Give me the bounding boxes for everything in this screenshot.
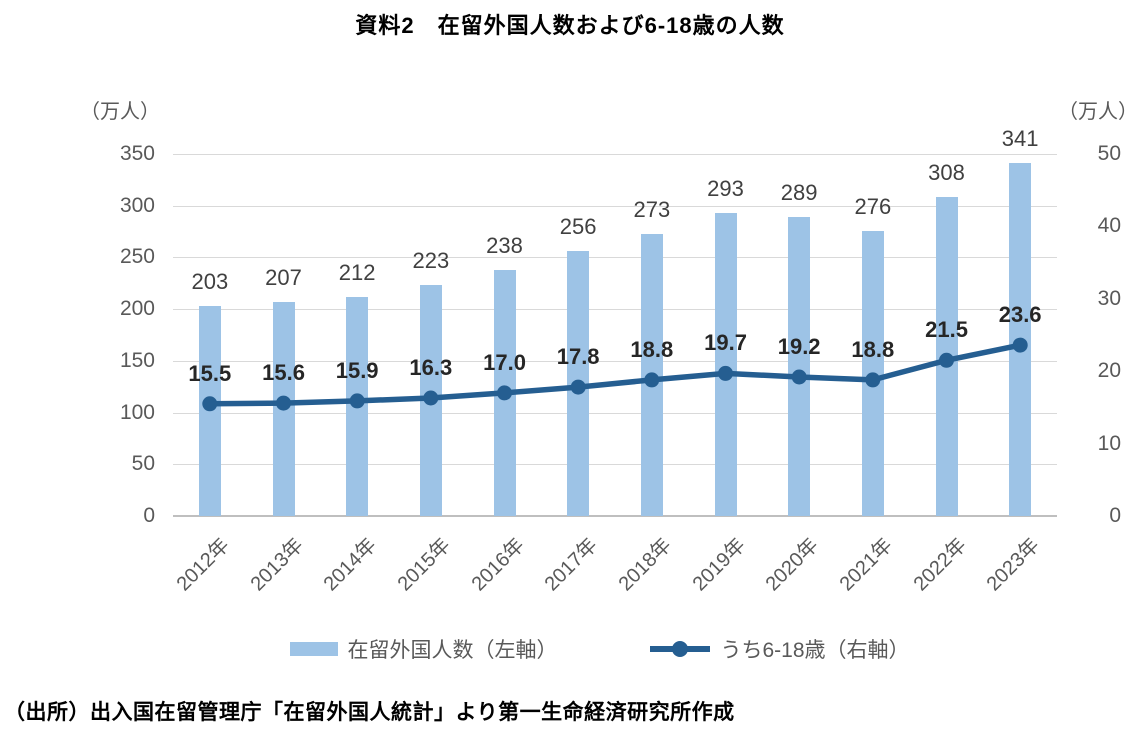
x-axis-tick-label: 2014年	[319, 534, 381, 596]
line-point	[1012, 337, 1028, 353]
line-value-label: 15.6	[262, 360, 305, 386]
grid-line	[173, 257, 1057, 259]
bar	[788, 217, 811, 516]
left-axis-tick-label: 150	[119, 348, 155, 372]
line-value-label: 17.0	[483, 349, 526, 375]
line-value-label: 16.3	[409, 355, 453, 380]
left-axis-tick-label: 300	[119, 193, 155, 217]
line-value-label: 18.8	[630, 336, 674, 362]
line-point	[570, 379, 586, 395]
trend-line	[202, 337, 1028, 412]
right-axis-tick-label: 30	[1097, 286, 1121, 310]
bar-series-swatch-icon	[290, 642, 339, 656]
grid-line	[173, 412, 1057, 414]
line-point	[791, 369, 807, 385]
x-axis-tick-label: 2017年	[540, 534, 602, 596]
legend-item-bar-series: 在留外国人数（左軸）	[290, 634, 557, 664]
x-axis-tick-label: 2022年	[909, 534, 971, 596]
x-axis-tick-label: 2013年	[246, 534, 308, 596]
line-value-label: 23.6	[998, 302, 1042, 328]
x-axis-tick-label: 2015年	[393, 534, 455, 596]
x-axis-tick-label: 2020年	[761, 534, 823, 596]
line-point	[276, 395, 291, 411]
grid-line	[173, 309, 1057, 311]
grid-line	[173, 205, 1057, 207]
line-point	[939, 352, 954, 368]
line-value-label: 15.9	[335, 357, 379, 383]
bar-value-label: 289	[780, 180, 818, 206]
source-note: （出所）出入国在留管理庁「在留外国人統計」より第一生命経済研究所作成	[4, 701, 735, 724]
line-point	[497, 385, 512, 401]
right-axis-unit-label: （万人）	[1058, 101, 1138, 123]
line-point	[349, 393, 365, 409]
line-value-label: 21.5	[925, 317, 968, 343]
trend-line-path	[209, 342, 1021, 407]
grid-line	[173, 154, 1057, 155]
x-axis-tick-label: 2019年	[688, 534, 750, 596]
bar-value-label: 223	[412, 248, 450, 274]
right-axis-tick-label: 20	[1097, 359, 1121, 383]
bar-value-label: 273	[633, 196, 671, 222]
line-value-label: 19.7	[704, 330, 747, 356]
bar-value-label: 276	[854, 193, 892, 219]
bar-value-label: 207	[265, 264, 302, 290]
bar-value-label: 341	[1001, 126, 1039, 152]
x-axis-tick-label: 2021年	[835, 534, 897, 596]
line-point	[644, 372, 660, 388]
legend-label-bar-series: 在留外国人数（左軸）	[347, 639, 558, 662]
x-axis-baseline	[173, 515, 1057, 517]
x-axis-tick-label: 2012年	[172, 534, 234, 596]
left-axis-tick-label: 0	[143, 504, 155, 527]
chart-title: 資料2 在留外国人数および6-18歳の人数	[355, 13, 785, 38]
grid-line	[173, 360, 1057, 362]
plot-area: 350 300 250 200 150 100 50 0 50 40 30 20 10 0 203 207 21…	[120, 128, 1121, 596]
line-value-label: 19.2	[777, 334, 821, 359]
line-point	[202, 396, 218, 412]
line-point	[718, 365, 733, 381]
x-axis-tick-label: 2018年	[614, 534, 676, 596]
left-axis-tick-label: 200	[119, 297, 155, 321]
left-axis-tick-label: 350	[119, 142, 155, 165]
left-axis-tick-label: 50	[131, 452, 155, 476]
right-axis-tick-label: 50	[1097, 142, 1121, 165]
x-axis-tick-label: 2016年	[467, 534, 529, 596]
right-axis-tick-label: 10	[1097, 431, 1121, 455]
bar-value-label: 293	[707, 176, 744, 201]
legend: 在留外国人数（左軸） うち6-18歳（右軸）	[30, 634, 1140, 664]
line-series-swatch-icon	[650, 641, 711, 657]
bar	[714, 213, 737, 516]
bar-value-label: 203	[191, 269, 229, 294]
line-value-label: 18.8	[851, 336, 895, 362]
left-axis-tick-label: 250	[119, 245, 155, 269]
x-axis-tick-label: 2023年	[982, 534, 1044, 596]
line-value-label: 17.8	[556, 344, 600, 370]
right-axis-tick-label: 0	[1109, 504, 1121, 527]
legend-item-line-series: うち6-18歳（右軸）	[649, 634, 910, 664]
left-axis-unit-label: （万人）	[80, 101, 160, 123]
line-value-label: 15.5	[188, 360, 232, 386]
left-axis-tick-label: 100	[119, 400, 155, 424]
right-axis-tick-label: 40	[1097, 214, 1121, 238]
bar-value-label: 256	[559, 214, 597, 240]
line-point	[423, 390, 439, 406]
bar-value-label: 212	[338, 259, 376, 285]
line-point	[865, 372, 881, 388]
bar-value-label: 308	[928, 160, 965, 186]
bar-value-label: 238	[486, 232, 523, 258]
legend-label-line-series: うち6-18歳（右軸）	[720, 639, 910, 662]
grid-line	[173, 464, 1057, 466]
